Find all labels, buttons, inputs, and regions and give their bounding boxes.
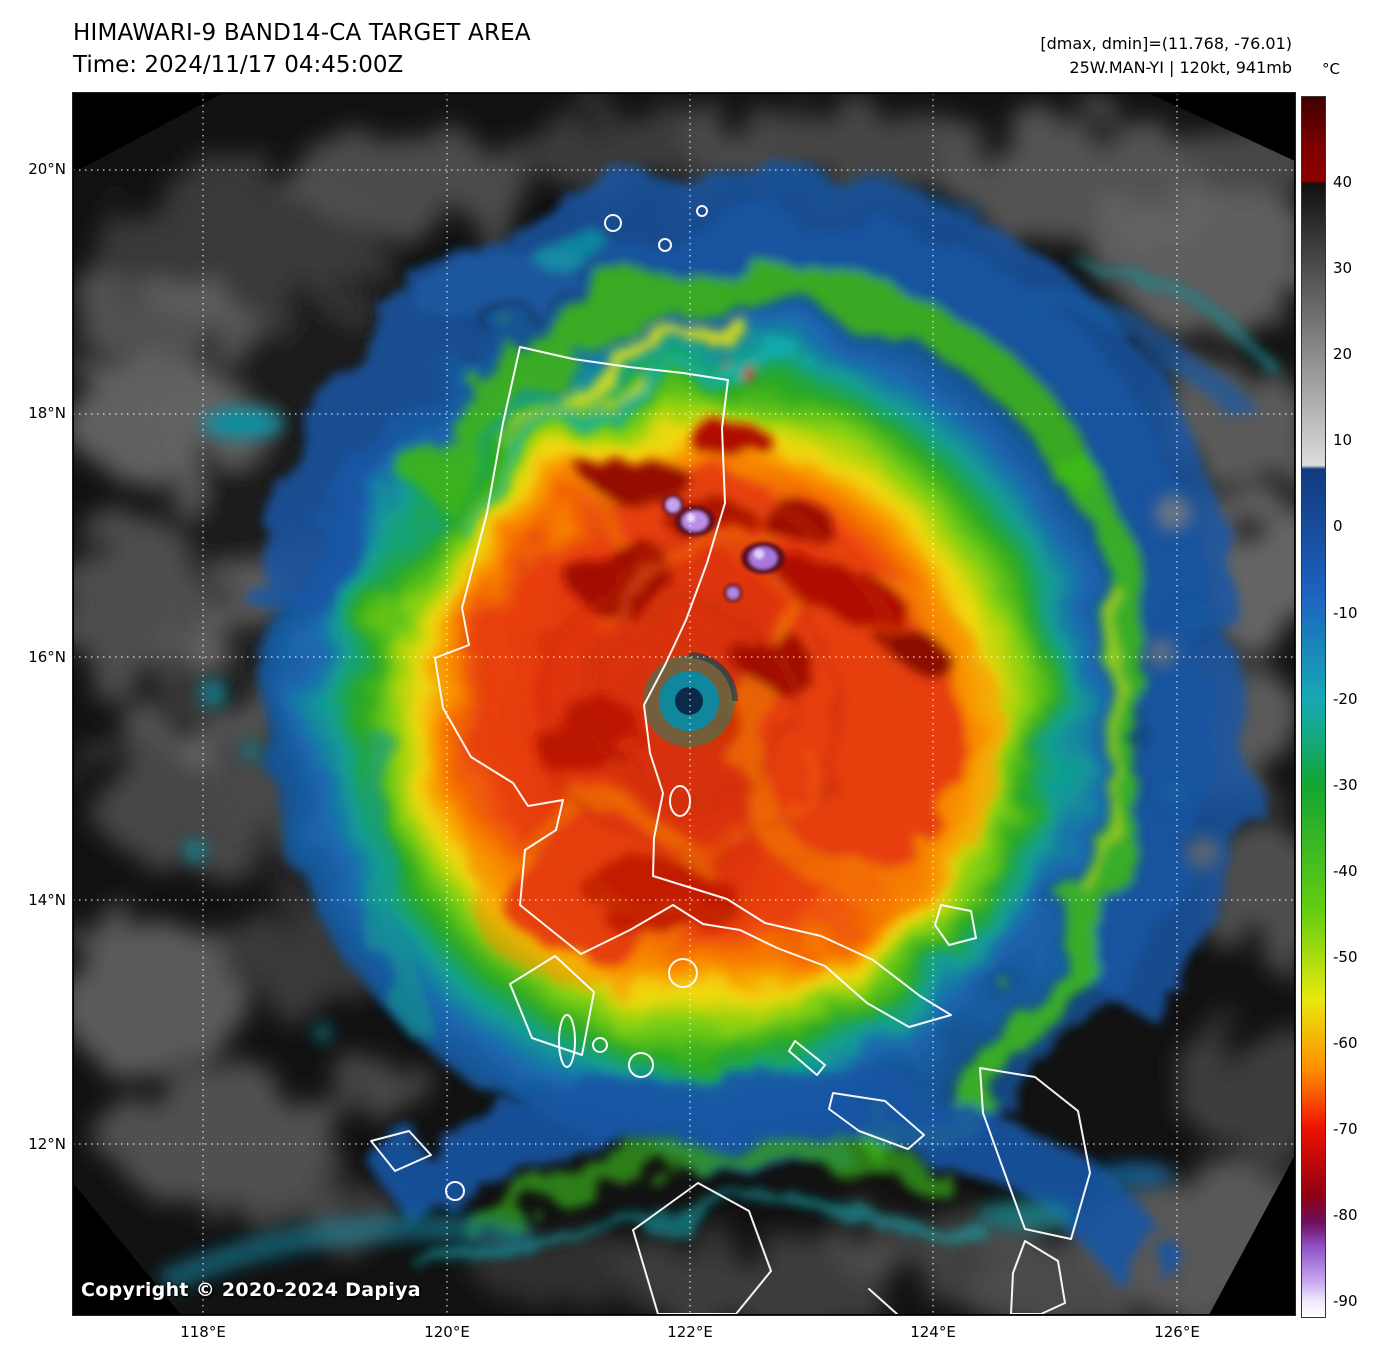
- lon-label-120e: 120°E: [424, 1323, 470, 1341]
- copyright: Copyright © 2020-2024 Dapiya: [81, 1279, 421, 1301]
- colorbar: [1301, 96, 1326, 1318]
- colorbar-tick-30: 30: [1333, 259, 1353, 277]
- colorbar-tick--90: -90: [1333, 1292, 1358, 1310]
- dmax-dmin-readout: [dmax, dmin]=(11.768, -76.01): [1040, 34, 1292, 53]
- storm-info: 25W.MAN-YI | 120kt, 941mb: [1069, 58, 1292, 77]
- lon-label-122e: 122°E: [667, 1323, 713, 1341]
- colorbar-unit: °C: [1322, 60, 1340, 78]
- colorbar-tick--20: -20: [1333, 690, 1358, 708]
- outer-rainbands: [250, 170, 1273, 1283]
- plot-border: [73, 93, 1295, 1315]
- satellite-imagery: [73, 93, 1295, 1315]
- lat-label-18n: 18°N: [28, 404, 66, 422]
- colorbar-tick-20: 20: [1333, 345, 1353, 363]
- overshooting-tops: [662, 494, 785, 602]
- colorbar-tick--30: -30: [1333, 776, 1358, 794]
- lat-label-20n: 20°N: [28, 160, 66, 178]
- scan-edge-corners: [73, 93, 1295, 1315]
- colorbar-tick--10: -10: [1333, 604, 1358, 622]
- colorbar-tick-40: 40: [1333, 173, 1353, 191]
- lon-label-124e: 124°E: [910, 1323, 956, 1341]
- colorbar-tick--50: -50: [1333, 948, 1358, 966]
- lat-label-16n: 16°N: [28, 648, 66, 666]
- lat-label-12n: 12°N: [28, 1135, 66, 1153]
- lat-label-14n: 14°N: [28, 891, 66, 909]
- lon-label-126e: 126°E: [1154, 1323, 1200, 1341]
- colorbar-tick--60: -60: [1333, 1034, 1358, 1052]
- colorbar-tick-10: 10: [1333, 431, 1353, 449]
- timestamp: Time: 2024/11/17 04:45:00Z: [73, 52, 404, 78]
- lon-label-118e: 118°E: [180, 1323, 226, 1341]
- colorbar-tick--40: -40: [1333, 862, 1358, 880]
- satellite-plot: Copyright © 2020-2024 Dapiya: [72, 92, 1296, 1316]
- typhoon-eye: [643, 652, 738, 747]
- page-title: HIMAWARI-9 BAND14-CA TARGET AREA: [73, 20, 531, 46]
- scattered-cold-clouds: [157, 408, 1219, 1295]
- colorbar-tick--70: -70: [1333, 1120, 1358, 1138]
- colorbar-tick--80: -80: [1333, 1206, 1358, 1224]
- colorbar-tick-0: 0: [1333, 517, 1343, 535]
